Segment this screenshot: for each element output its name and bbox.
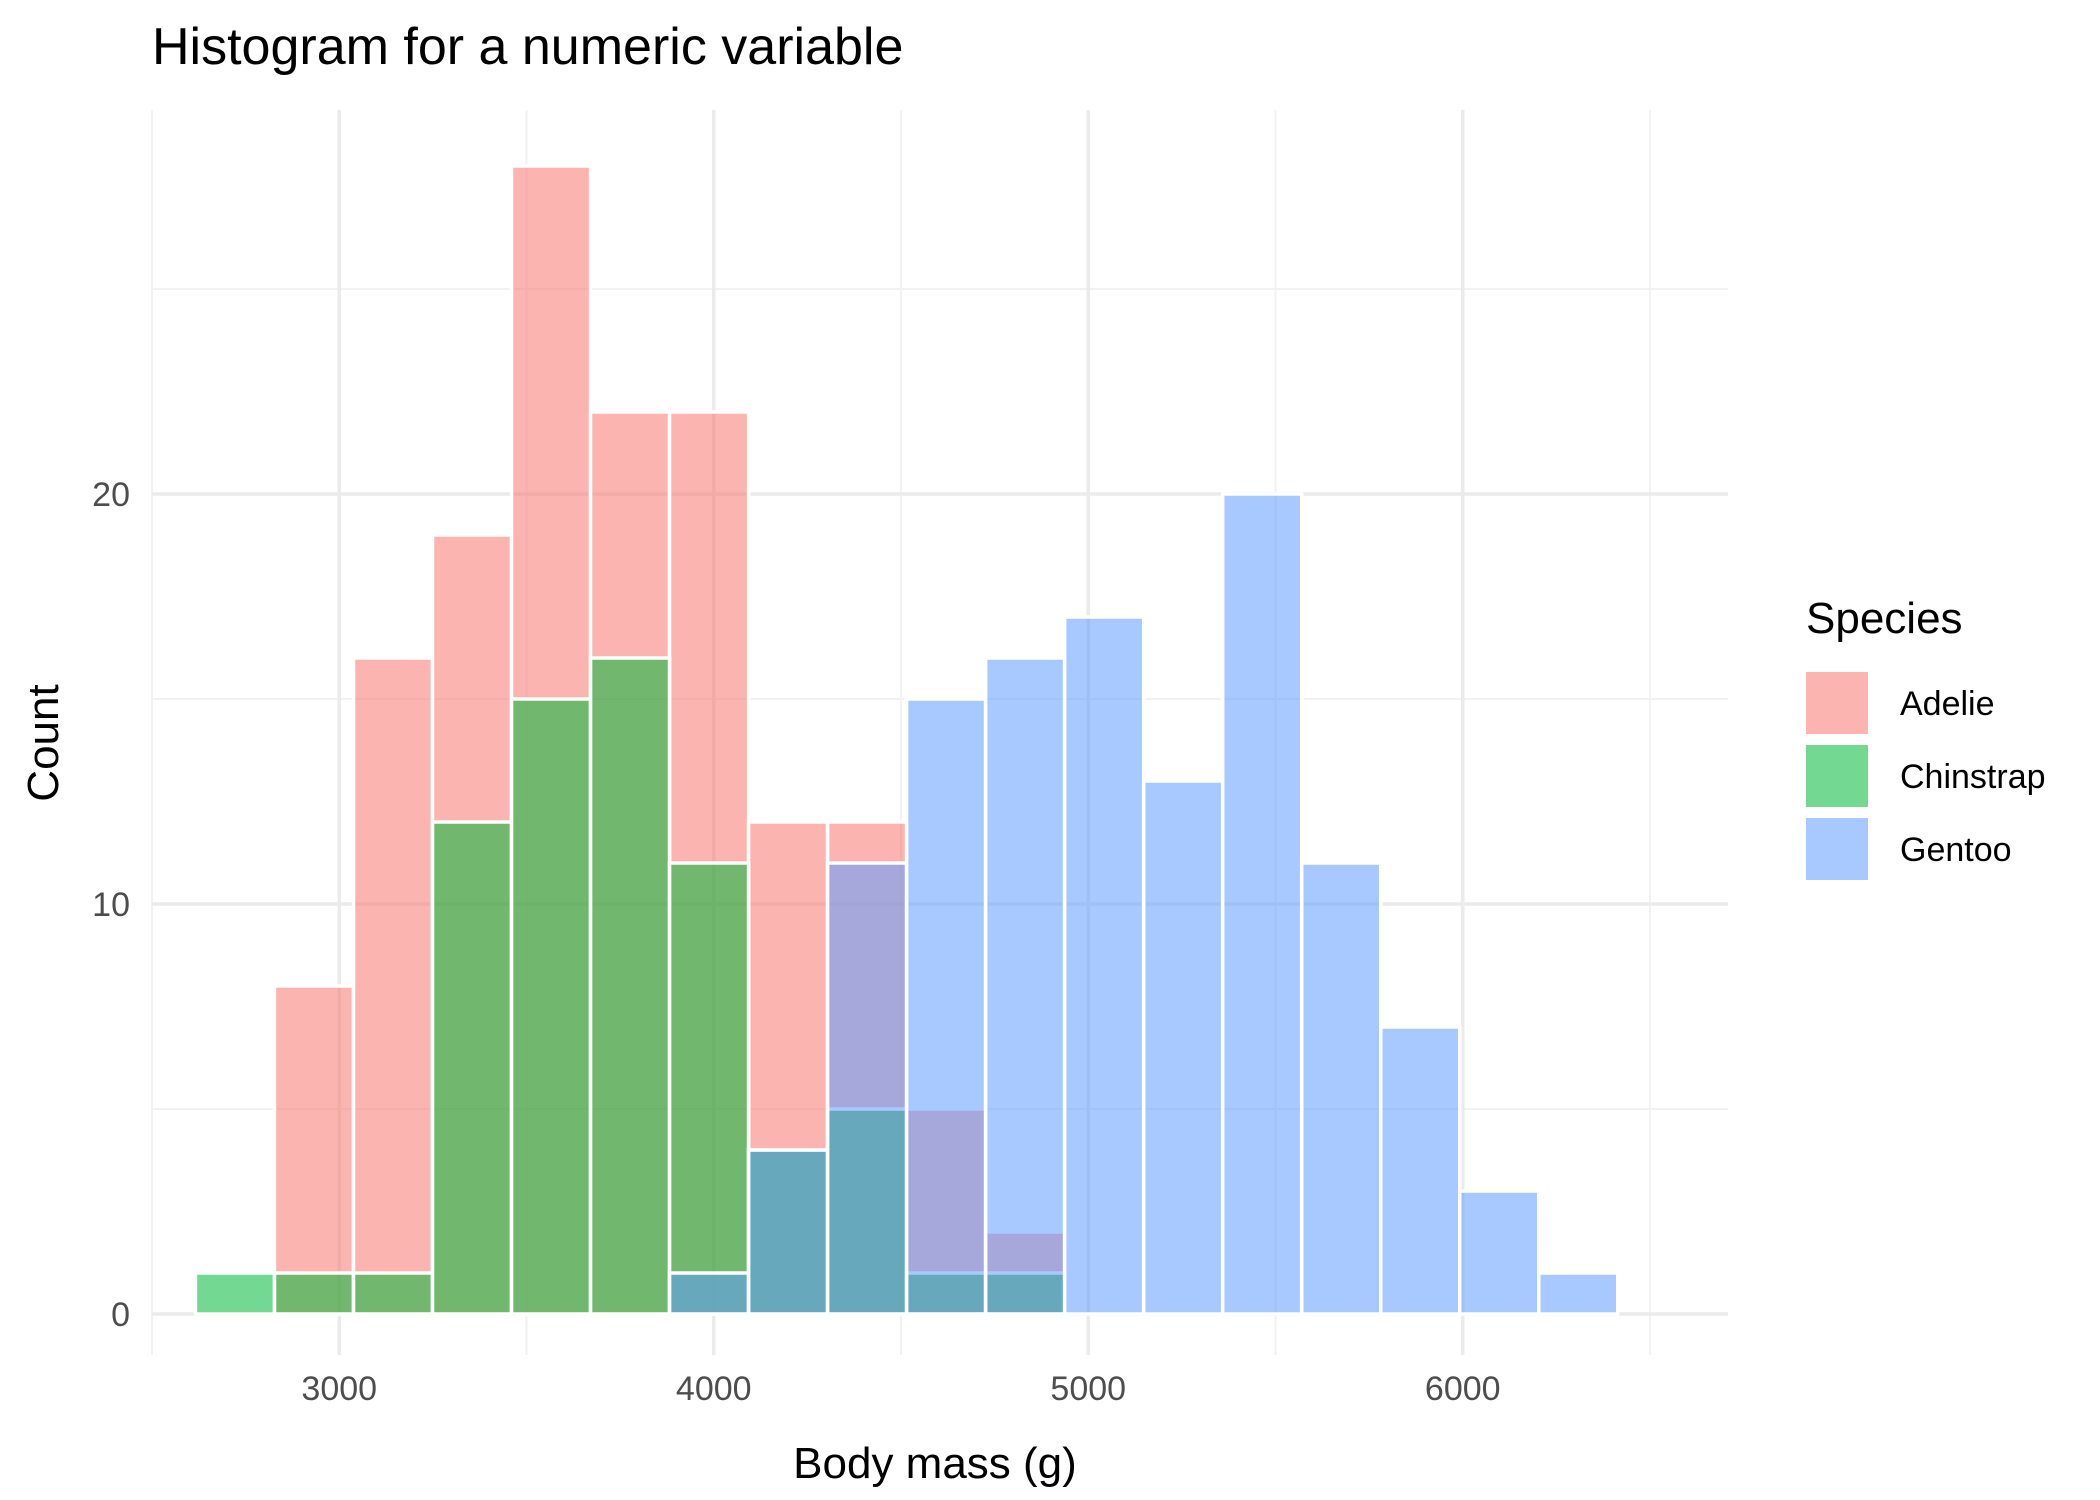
- bar: [509, 697, 593, 1316]
- bar: [351, 656, 435, 1316]
- bar: [983, 656, 1067, 1316]
- bar: [193, 1271, 277, 1316]
- bars: [193, 164, 1620, 1316]
- y-tick-label: 0: [111, 1296, 130, 1334]
- bar: [1378, 1025, 1462, 1316]
- bar: [351, 1271, 435, 1316]
- bar: [1537, 1271, 1620, 1316]
- x-tick-label: 6000: [1425, 1370, 1501, 1408]
- legend-key-chinstrap: [1806, 745, 1868, 807]
- legend-key-adelie: [1806, 672, 1868, 734]
- bar: [430, 820, 514, 1316]
- bar: [1299, 861, 1383, 1316]
- bar: [588, 656, 672, 1316]
- x-tick-label: 3000: [301, 1370, 377, 1408]
- legend-label: Gentoo: [1900, 831, 2012, 869]
- bar: [904, 697, 988, 1316]
- y-axis-title: Count: [19, 684, 68, 801]
- chart-title: Histogram for a numeric variable: [152, 18, 903, 76]
- legend-title: Species: [1806, 594, 1963, 643]
- x-tick-label: 5000: [1050, 1370, 1126, 1408]
- legend-key-gentoo: [1806, 818, 1868, 880]
- bar: [746, 1148, 830, 1316]
- bar: [667, 861, 751, 1316]
- bar: [1220, 492, 1304, 1316]
- series-gentoo: [667, 492, 1620, 1316]
- bar: [272, 1271, 356, 1316]
- x-axis-ticks: 3000 4000 5000 6000: [301, 1370, 1500, 1408]
- bar: [272, 984, 356, 1316]
- legend-label: Chinstrap: [1900, 758, 2046, 796]
- legend-label: Adelie: [1900, 685, 1995, 723]
- bar: [667, 1271, 751, 1316]
- x-axis-title: Body mass (g): [793, 1439, 1077, 1488]
- bar: [1141, 779, 1225, 1316]
- y-tick-label: 10: [92, 886, 130, 924]
- y-axis-ticks: 0 10 20: [92, 476, 130, 1334]
- bar: [1062, 615, 1146, 1316]
- bar: [1458, 1189, 1541, 1316]
- legend: Species Adelie Chinstrap Gentoo: [1806, 594, 2046, 880]
- y-tick-label: 20: [92, 476, 130, 514]
- bar: [825, 861, 909, 1316]
- x-tick-label: 4000: [676, 1370, 752, 1408]
